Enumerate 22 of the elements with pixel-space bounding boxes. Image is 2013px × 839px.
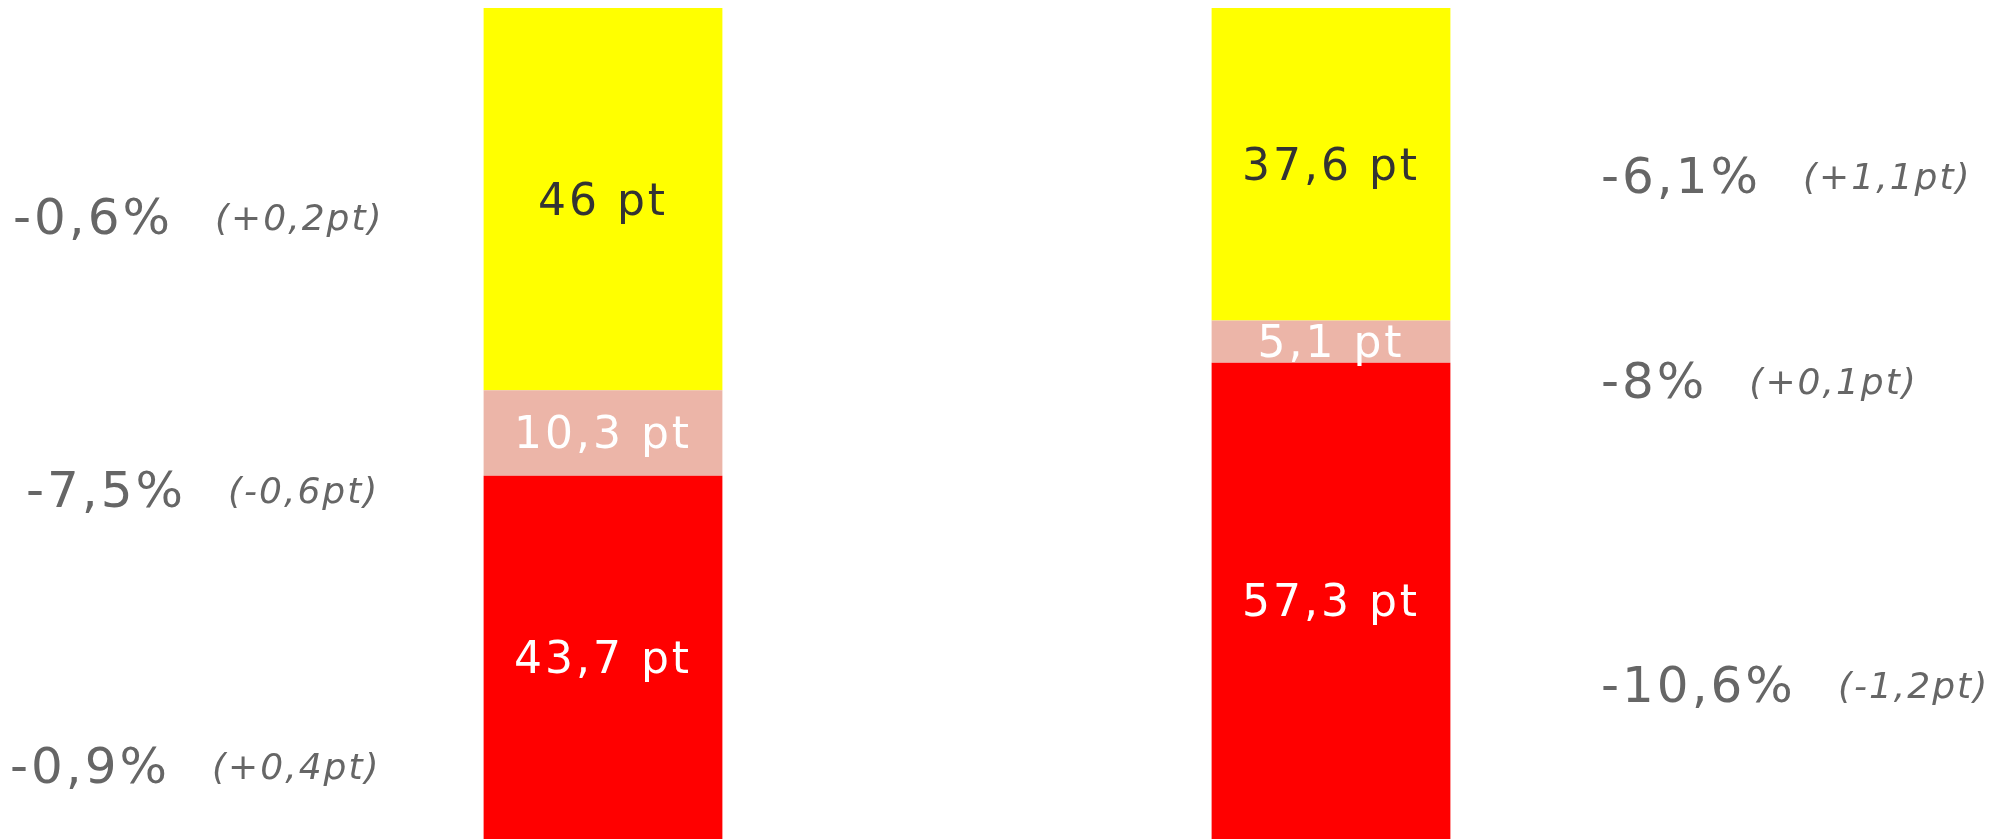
annotation: (-0,6pt) [228,470,380,512]
annotation: (+0,4pt) [212,746,381,788]
annotation: -6,1% [1601,146,1762,205]
data-label: 46 pt [537,173,669,225]
annotation: (+0,2pt) [215,197,384,239]
data-label: 5,1 pt [1257,316,1405,368]
data-label: 43,7 pt [513,631,693,683]
bar [1211,8,1451,321]
bar [483,8,723,391]
data-label: 10,3 pt [513,407,693,459]
data-label: 37,6 pt [1241,138,1421,190]
bar [483,390,723,476]
text: (+0,1pt) [1749,361,1918,403]
text: -7,5% [26,460,187,519]
annotation: -10,6% [1601,655,1796,714]
text: (+1,1pt) [1803,156,1972,198]
data-label: 57,3 pt [1241,575,1421,627]
annotation: -8% [1601,351,1708,410]
text: (-1,2pt) [1837,665,1990,707]
bar [483,475,723,839]
text: -0,6% [13,187,174,246]
text: -0,9% [10,736,171,795]
